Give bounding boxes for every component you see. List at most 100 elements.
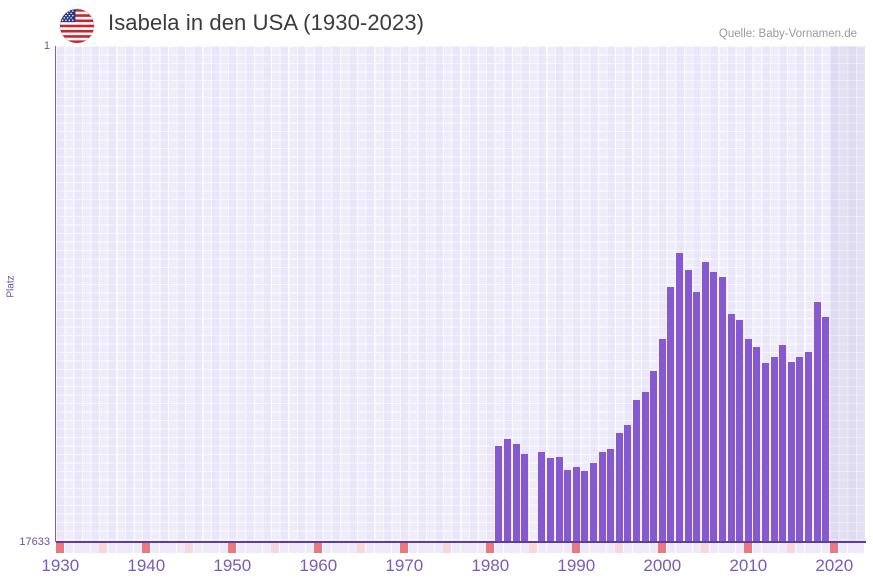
- source-attribution: Quelle: Baby-Vornamen.de: [718, 28, 857, 40]
- tick-minor-1933: [82, 543, 91, 553]
- bar-2004[interactable]: [693, 292, 701, 542]
- bar-2006[interactable]: [710, 272, 718, 542]
- tick-minor-2009: [735, 543, 744, 553]
- bar-2008[interactable]: [727, 314, 735, 542]
- bar-2015[interactable]: [787, 362, 795, 542]
- bar-2000[interactable]: [658, 339, 666, 542]
- tick-half-1955: [271, 543, 280, 553]
- tick-minor-1967: [374, 543, 383, 553]
- bar-2013[interactable]: [770, 357, 778, 542]
- tick-minor-1973: [426, 543, 435, 553]
- chart-header: Isabela in den USA (1930-2023) Quelle: B…: [0, 0, 873, 46]
- tick-minor-1989: [563, 543, 572, 553]
- bar-2016[interactable]: [796, 357, 804, 542]
- bar-1986[interactable]: [538, 452, 546, 542]
- plot-area: [56, 46, 865, 542]
- tick-minor-1932: [73, 543, 82, 553]
- bar-1995[interactable]: [615, 433, 623, 542]
- tick-minor-1966: [365, 543, 374, 553]
- x-axis-label-1970: 1970: [385, 556, 424, 575]
- bar-2003[interactable]: [684, 270, 692, 542]
- tick-minor-2014: [778, 543, 787, 553]
- bar-2009[interactable]: [736, 320, 744, 542]
- bar-1988[interactable]: [555, 457, 563, 542]
- tick-minor-1979: [477, 543, 486, 553]
- tick-minor-1997: [632, 543, 641, 553]
- bar-1994[interactable]: [607, 449, 615, 542]
- bar-2017[interactable]: [804, 352, 813, 542]
- bar-2011[interactable]: [753, 347, 761, 542]
- tick-minor-1981: [494, 543, 503, 553]
- tick-major-2010: [744, 543, 753, 553]
- tick-minor-1971: [408, 543, 417, 553]
- tick-major-1940: [142, 543, 151, 553]
- tick-minor-2011: [752, 543, 761, 553]
- x-axis-label-1940: 1940: [127, 556, 166, 575]
- x-axis-label-1960: 1960: [299, 556, 338, 575]
- tick-minor-1996: [623, 543, 632, 553]
- bar-2019[interactable]: [822, 317, 830, 542]
- x-axis-label-1990: 1990: [557, 556, 596, 575]
- bar-2014[interactable]: [779, 345, 787, 542]
- bar-1987[interactable]: [546, 458, 555, 542]
- bar-1990[interactable]: [572, 467, 580, 542]
- tick-minor-1956: [279, 543, 288, 553]
- bar-1983[interactable]: [512, 444, 520, 542]
- bar-1996[interactable]: [624, 425, 632, 542]
- page-title: Isabela in den USA (1930-2023): [108, 10, 425, 35]
- bar-2002[interactable]: [675, 253, 684, 542]
- bar-2007[interactable]: [718, 277, 727, 542]
- x-axis-label-2020: 2020: [815, 556, 854, 575]
- bar-1999[interactable]: [650, 371, 658, 542]
- tick-half-1965: [357, 543, 366, 553]
- x-axis-label-1930: 1930: [41, 556, 80, 575]
- y-axis-title: Platz: [5, 275, 17, 298]
- bar-2012[interactable]: [761, 363, 770, 542]
- bar-1993[interactable]: [598, 452, 606, 542]
- bar-1998[interactable]: [641, 392, 649, 542]
- x-axis-label-2000: 2000: [643, 556, 682, 575]
- tick-minor-1963: [340, 543, 349, 553]
- y-axis-top-label: 1: [43, 40, 50, 52]
- bar-1982[interactable]: [503, 439, 512, 542]
- tick-minor-1968: [383, 543, 392, 553]
- tick-half-1985: [529, 543, 538, 553]
- bar-2005[interactable]: [701, 262, 709, 542]
- bar-2001[interactable]: [667, 287, 675, 542]
- tick-major-1950: [228, 543, 237, 553]
- bar-1984[interactable]: [521, 454, 529, 542]
- tick-minor-1972: [417, 543, 426, 553]
- tick-minor-2004: [692, 543, 701, 553]
- tick-minor-1937: [116, 543, 125, 553]
- tick-half-1945: [185, 543, 194, 553]
- tick-minor-1991: [580, 543, 589, 553]
- tick-major-1960: [314, 543, 323, 553]
- tick-minor-1942: [159, 543, 168, 553]
- tick-minor-1993: [598, 543, 607, 553]
- bar-1991[interactable]: [581, 471, 589, 542]
- us-flag-icon: [60, 9, 94, 43]
- tick-minor-1962: [331, 543, 340, 553]
- tick-minor-1976: [451, 543, 460, 553]
- tick-minor-2012: [761, 543, 770, 553]
- tick-minor-1936: [107, 543, 116, 553]
- tick-minor-1964: [348, 543, 357, 553]
- tick-minor-1953: [254, 543, 263, 553]
- tick-major-2000: [658, 543, 667, 553]
- tick-major-1970: [400, 543, 409, 553]
- bar-1997[interactable]: [632, 400, 641, 542]
- tick-minor-1946: [193, 543, 202, 553]
- tick-major-2020: [830, 543, 839, 553]
- bar-1989[interactable]: [564, 470, 572, 542]
- bar-2018[interactable]: [813, 302, 821, 542]
- tick-minor-1952: [245, 543, 254, 553]
- tick-minor-1984: [520, 543, 529, 553]
- tick-minor-1949: [219, 543, 228, 553]
- tick-half-2005: [701, 543, 710, 553]
- bar-2010[interactable]: [744, 339, 752, 542]
- tick-minor-1999: [649, 543, 658, 553]
- bar-1992[interactable]: [589, 463, 598, 542]
- tick-minor-1958: [297, 543, 306, 553]
- bar-1981[interactable]: [495, 446, 503, 542]
